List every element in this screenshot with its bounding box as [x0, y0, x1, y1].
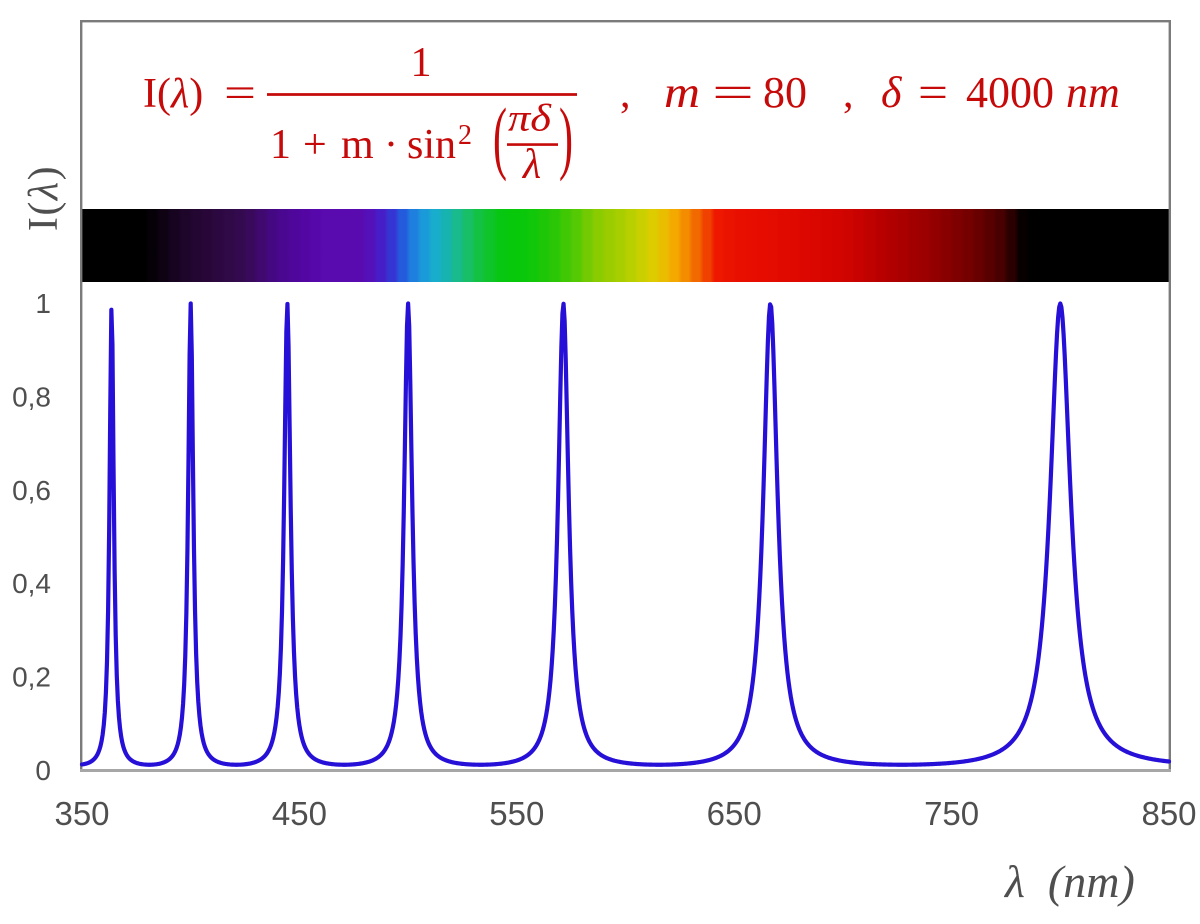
svg-text:,: , — [843, 71, 854, 117]
svg-text:750: 750 — [924, 795, 979, 832]
svg-text:=: = — [712, 68, 754, 117]
svg-text:4000: 4000 — [966, 68, 1054, 117]
svg-text:δ: δ — [881, 68, 903, 117]
svg-text:0,8: 0,8 — [12, 381, 51, 412]
svg-text:+: + — [303, 122, 327, 168]
svg-text:(: ( — [493, 92, 507, 183]
svg-text:m: m — [664, 68, 700, 117]
svg-text:sin: sin — [407, 122, 456, 168]
svg-text:1: 1 — [35, 288, 51, 319]
svg-text:1: 1 — [411, 40, 432, 86]
svg-text:650: 650 — [707, 795, 762, 832]
svg-text:80: 80 — [763, 68, 807, 117]
svg-text:0,4: 0,4 — [12, 568, 51, 599]
svg-text:nm: nm — [1066, 68, 1120, 117]
svg-text:·: · — [384, 122, 398, 168]
svg-text:m: m — [341, 122, 374, 168]
svg-text:πδ: πδ — [508, 98, 553, 140]
svg-text:550: 550 — [489, 795, 544, 832]
svg-text:2: 2 — [458, 120, 472, 151]
svg-text:I(λ): I(λ) — [21, 165, 67, 231]
svg-text:=: = — [918, 68, 948, 117]
svg-text:1: 1 — [270, 122, 291, 168]
svg-text:λ: λ — [521, 142, 541, 188]
svg-text:I(λ): I(λ) — [143, 71, 203, 117]
svg-text:0,6: 0,6 — [12, 475, 51, 506]
svg-text:0,2: 0,2 — [12, 662, 51, 693]
svg-text:350: 350 — [54, 795, 109, 832]
svg-text:0: 0 — [35, 755, 51, 786]
svg-text:450: 450 — [272, 795, 327, 832]
svg-text:850: 850 — [1141, 795, 1196, 832]
svg-text:=: = — [224, 71, 256, 117]
svg-text:λ (nm): λ (nm) — [1003, 856, 1135, 907]
svg-text:,: , — [620, 71, 631, 117]
svg-text:): ) — [559, 92, 573, 183]
